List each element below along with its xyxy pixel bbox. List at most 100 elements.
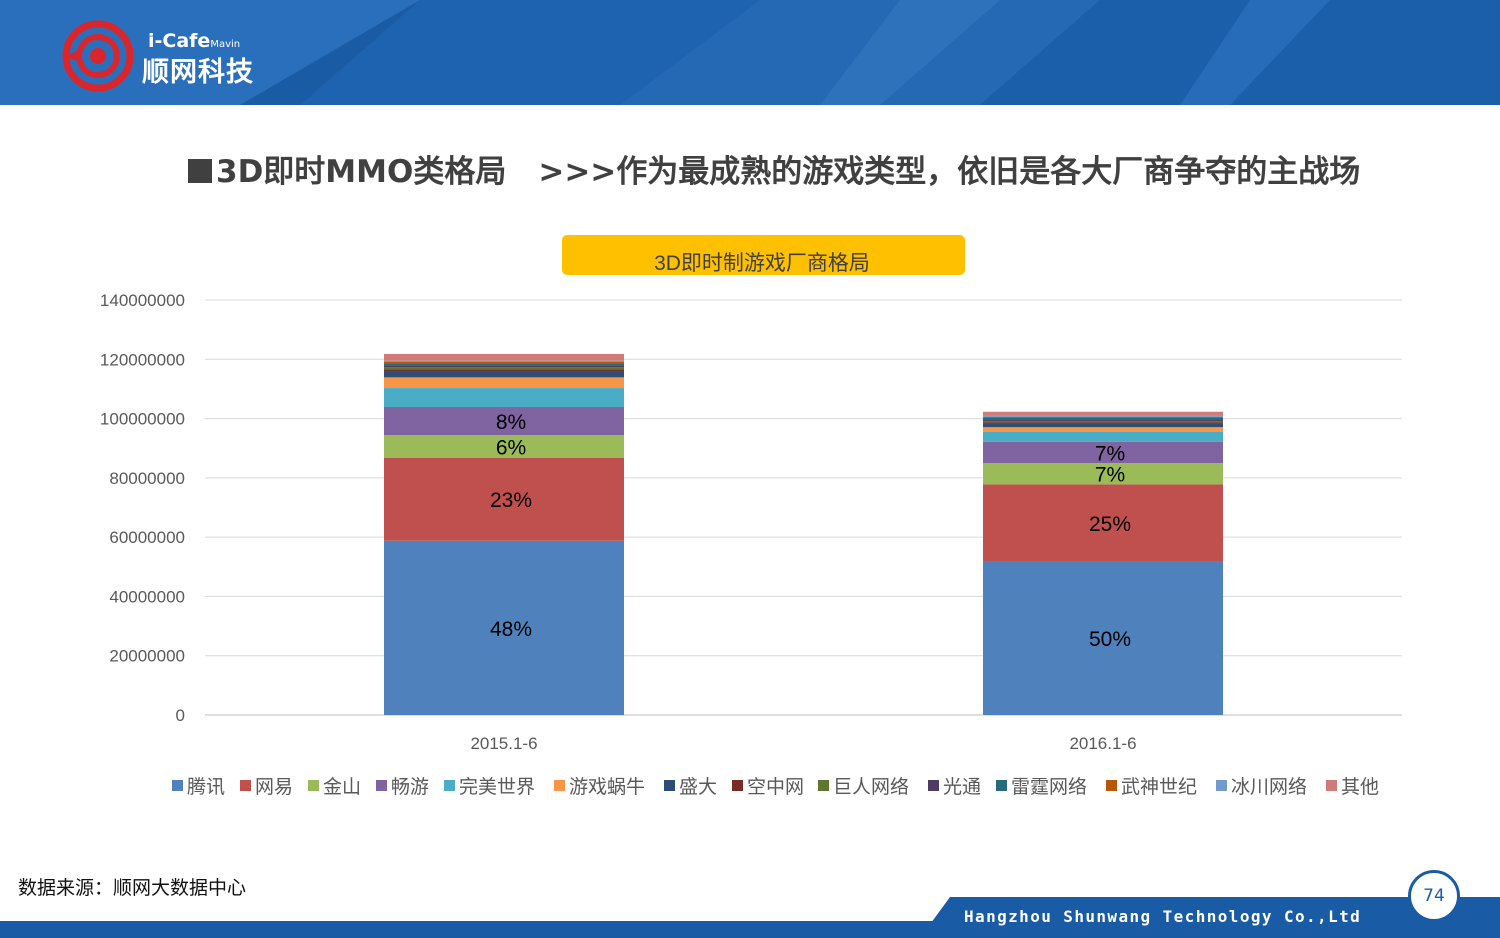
data-label: 7% xyxy=(1095,442,1125,465)
legend-item: 网易 xyxy=(240,776,293,798)
title-subtitle: >>>作为最成熟的游戏类型，依旧是各大厂商争夺的主战场 xyxy=(538,154,1361,190)
legend-swatch xyxy=(928,780,939,791)
brand-logo: i-CafeMavin 顺网科技 xyxy=(60,10,300,95)
data-label: 8% xyxy=(496,411,526,434)
legend-label: 空中网 xyxy=(747,776,804,798)
header-band xyxy=(0,0,1500,105)
legend-item: 金山 xyxy=(308,776,361,798)
legend-label: 冰川网络 xyxy=(1231,776,1307,798)
bar-segment xyxy=(983,423,1223,428)
bar-segment xyxy=(384,361,624,364)
y-tick-label: 100000000 xyxy=(100,410,185,429)
bar-segment xyxy=(983,411,1223,416)
data-label: 50% xyxy=(1089,628,1131,651)
bar-segment xyxy=(983,463,1223,485)
page-number: 74 xyxy=(1408,870,1460,922)
data-label: 48% xyxy=(490,618,532,641)
bar-segment xyxy=(983,422,1223,424)
bar-segment xyxy=(384,371,624,378)
legend-swatch xyxy=(732,780,743,791)
bar-segment xyxy=(983,427,1223,432)
x-axis: 2015.1-6 2016.1-6 xyxy=(470,734,1136,753)
legend-swatch xyxy=(996,780,1007,791)
y-tick-label: 60000000 xyxy=(109,528,185,547)
legend-label: 巨人网络 xyxy=(833,776,909,798)
bar-segment xyxy=(983,431,1223,442)
chart-title-text: 3D即时制游戏厂商格局 xyxy=(654,252,870,275)
chart-title: 3D即时制游戏厂商格局 xyxy=(562,235,965,275)
bar-segment xyxy=(983,417,1223,420)
legend-label: 雷霆网络 xyxy=(1011,776,1087,798)
legend-label: 腾讯 xyxy=(187,776,225,798)
bar-segment xyxy=(983,415,1223,417)
legend-item: 腾讯 xyxy=(172,776,225,798)
legend-item: 其他 xyxy=(1326,776,1379,798)
square-bullet-icon xyxy=(188,159,212,183)
legend-label: 其他 xyxy=(1341,776,1379,798)
legend-swatch xyxy=(818,780,829,791)
legend-swatch xyxy=(1216,780,1227,791)
legend-item: 冰川网络 xyxy=(1216,776,1307,798)
legend-swatch xyxy=(1106,780,1117,791)
title-topic: 3D即时MMO类格局 xyxy=(216,154,507,190)
brand-name: 顺网科技 xyxy=(142,57,254,88)
legend-label: 游戏蜗牛 xyxy=(569,776,645,798)
bar-segment xyxy=(384,407,624,436)
y-axis: 0 20000000 40000000 60000000 80000000 1000000… xyxy=(100,291,185,725)
legend-swatch xyxy=(444,780,455,791)
stacked-bar-chart: 0 20000000 40000000 60000000 80000000 1000000… xyxy=(100,235,1402,798)
legend-item: 畅游 xyxy=(376,776,429,798)
y-tick-label: 80000000 xyxy=(109,469,185,488)
x-tick-label: 2016.1-6 xyxy=(1069,734,1136,753)
bar-segment xyxy=(384,377,624,389)
bar-segment xyxy=(983,484,1223,562)
bar-segment xyxy=(983,420,1223,423)
legend-item: 盛大 xyxy=(664,776,717,798)
bar-segment xyxy=(384,363,624,366)
data-label: 7% xyxy=(1095,464,1125,487)
chart-legend: 腾讯 网易 金山 畅游 完美世界 游戏蜗牛 盛大 空中网 巨人网络 光通 雷霆网络 武神世纪 冰川网络 其… xyxy=(172,776,1379,798)
legend-label: 盛大 xyxy=(679,776,717,798)
legend-swatch xyxy=(308,780,319,791)
y-tick-label: 40000000 xyxy=(109,587,185,606)
bar-segment xyxy=(384,540,624,715)
data-label: 25% xyxy=(1089,513,1131,536)
legend-item: 巨人网络 xyxy=(818,776,909,798)
bar-segment xyxy=(384,457,624,541)
legend-label: 光通 xyxy=(943,776,981,798)
bar-segment xyxy=(384,435,624,458)
legend-item: 完美世界 xyxy=(444,776,535,798)
bar-segment xyxy=(384,369,624,372)
data-label: 6% xyxy=(496,436,526,459)
y-tick-label: 20000000 xyxy=(109,647,185,666)
target-icon xyxy=(62,20,134,92)
bar-segment xyxy=(983,416,1223,418)
page-title: 3D即时MMO类格局 >>>作为最成熟的游戏类型，依旧是各大厂商争夺的主战场 xyxy=(188,146,1360,191)
footer-band xyxy=(0,897,1500,938)
legend-item: 武神世纪 xyxy=(1106,776,1197,798)
legend-swatch xyxy=(172,780,183,791)
bar-segment xyxy=(384,367,624,370)
brand-suffix: Mavin xyxy=(210,39,241,50)
legend-swatch xyxy=(664,780,675,791)
legend-swatch xyxy=(376,780,387,791)
legend-swatch xyxy=(554,780,565,791)
legend-swatch xyxy=(1326,780,1337,791)
legend-item: 雷霆网络 xyxy=(996,776,1087,798)
data-source: 数据来源：顺网大数据中心 xyxy=(18,877,247,899)
legend-label: 武神世纪 xyxy=(1121,776,1197,798)
brand-small: i-Cafe xyxy=(148,30,211,52)
y-tick-label: 0 xyxy=(176,706,185,725)
bar-segment xyxy=(983,441,1223,464)
legend-swatch xyxy=(240,780,251,791)
legend-label: 畅游 xyxy=(391,776,429,798)
bar-segment xyxy=(384,353,624,361)
y-tick-label: 120000000 xyxy=(100,350,185,369)
legend-label: 完美世界 xyxy=(459,776,535,798)
y-tick-label: 140000000 xyxy=(100,291,185,310)
legend-label: 金山 xyxy=(323,776,361,798)
data-label: 23% xyxy=(490,489,532,512)
company-name: Hangzhou Shunwang Technology Co.,Ltd xyxy=(964,907,1362,926)
chart-bars: 48% 23% 6%8% 50% 25% 7%7% xyxy=(384,353,1223,715)
bar-segment xyxy=(384,365,624,368)
